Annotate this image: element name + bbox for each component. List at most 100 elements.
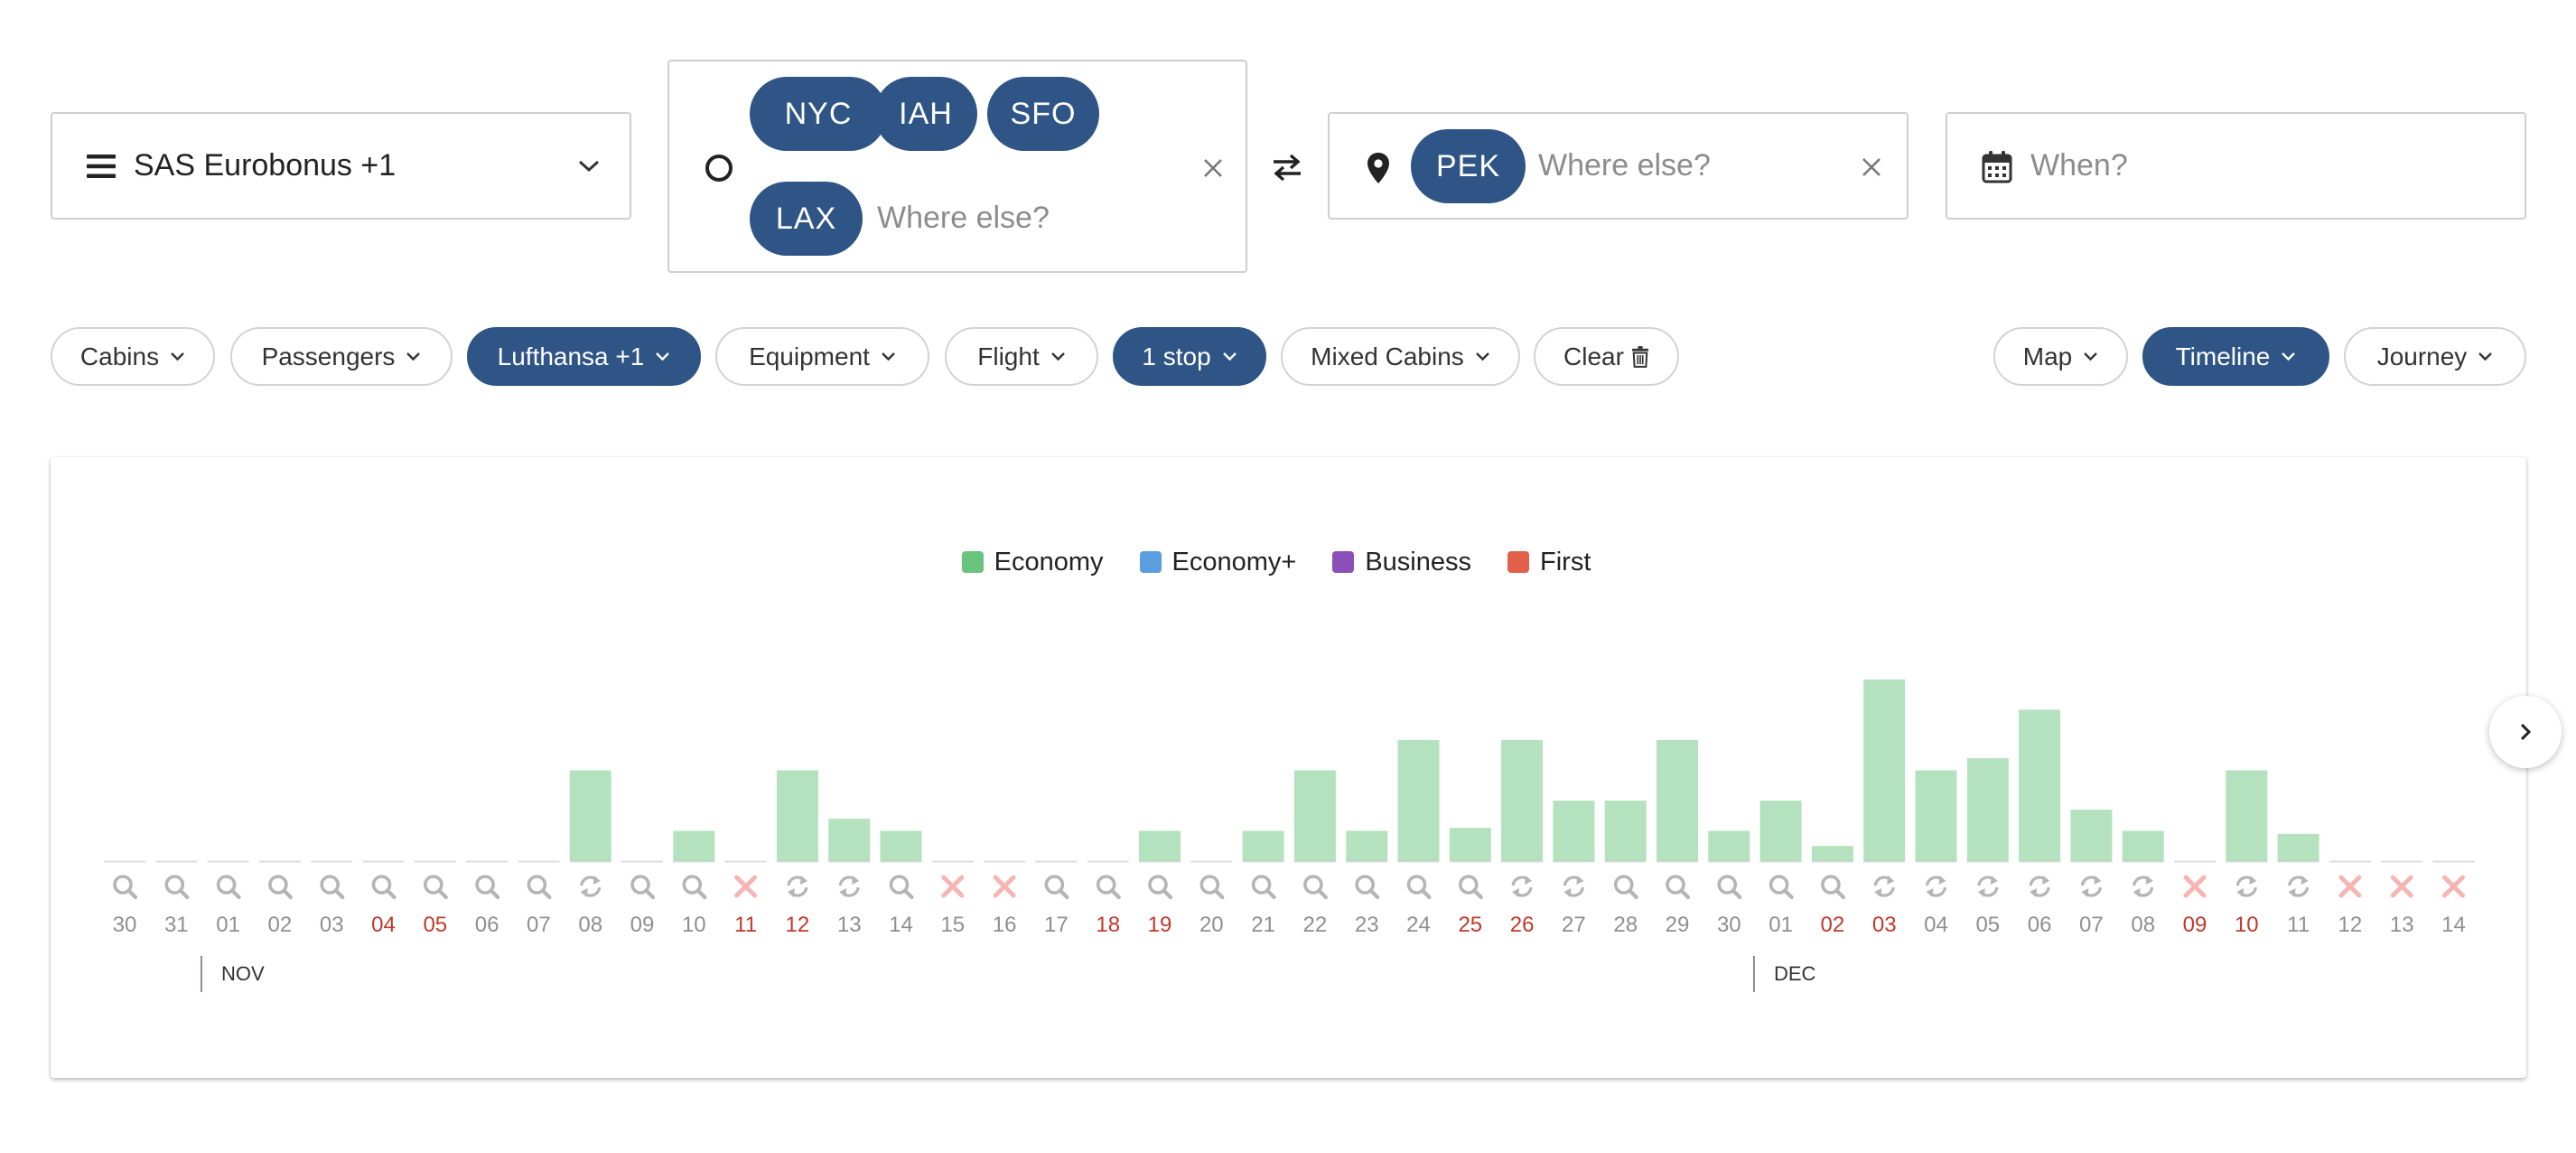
refresh-icon[interactable]	[1511, 876, 1533, 897]
filter-passengers[interactable]: Passengers	[230, 327, 453, 386]
economy-bar[interactable]	[1553, 801, 1595, 861]
economy-bar[interactable]	[828, 819, 871, 861]
clear-destination-icon[interactable]	[1861, 156, 1882, 178]
date-field[interactable]: When?	[1946, 112, 2526, 220]
economy-bar[interactable]	[1863, 680, 1906, 861]
economy-bar[interactable]	[2070, 810, 2113, 861]
unavailable-icon[interactable]	[2183, 875, 2207, 898]
economy-bar[interactable]	[1242, 830, 1284, 862]
economy-bar[interactable]	[673, 830, 715, 862]
view-journey[interactable]: Journey	[2344, 327, 2526, 386]
economy-bar[interactable]	[1811, 846, 1853, 861]
search-icon[interactable]	[216, 875, 241, 900]
origin-input[interactable]: Where else?	[877, 201, 1050, 235]
destination-input[interactable]: Where else?	[1538, 148, 1711, 183]
search-icon[interactable]	[1666, 875, 1691, 900]
economy-bar[interactable]	[880, 830, 922, 862]
unavailable-icon[interactable]	[2390, 875, 2413, 898]
destination-field[interactable]: PEK Where else?	[1328, 112, 1909, 220]
economy-bar[interactable]	[776, 770, 818, 862]
destination-airport-chip[interactable]: PEK	[1411, 129, 1526, 203]
search-icon[interactable]	[164, 875, 190, 900]
filter-mixed-cabins[interactable]: Mixed Cabins	[1281, 327, 1520, 386]
search-icon[interactable]	[268, 875, 293, 900]
next-page-button[interactable]	[2489, 696, 2562, 768]
search-icon[interactable]	[630, 875, 656, 900]
economy-bar[interactable]	[2277, 833, 2319, 861]
origin-airport-chip[interactable]: SFO	[987, 77, 1099, 151]
search-icon[interactable]	[1821, 875, 1846, 900]
unavailable-icon[interactable]	[941, 875, 965, 898]
economy-bar[interactable]	[1604, 801, 1647, 861]
legend-business[interactable]: Business	[1332, 548, 1471, 577]
swap-icon[interactable]	[1272, 152, 1302, 183]
refresh-icon[interactable]	[1563, 876, 1584, 897]
unavailable-icon[interactable]	[2442, 875, 2465, 898]
search-icon[interactable]	[1459, 875, 1483, 900]
search-icon[interactable]	[475, 875, 500, 900]
clear-filters-button[interactable]: Clear	[1534, 327, 1679, 386]
refresh-icon[interactable]	[2288, 876, 2310, 897]
legend-first[interactable]: First	[1507, 548, 1591, 577]
origin-airport-chip[interactable]: IAH	[874, 77, 977, 151]
filter-stops[interactable]: 1 stop	[1113, 327, 1266, 386]
search-icon[interactable]	[1355, 875, 1380, 900]
search-icon[interactable]	[1096, 875, 1121, 900]
economy-bar[interactable]	[1915, 770, 1957, 862]
unavailable-icon[interactable]	[734, 875, 758, 898]
search-icon[interactable]	[423, 875, 448, 900]
search-icon[interactable]	[1148, 875, 1173, 900]
economy-bar[interactable]	[1449, 828, 1491, 861]
search-icon[interactable]	[1717, 875, 1742, 900]
unavailable-icon[interactable]	[993, 875, 1016, 898]
search-icon[interactable]	[113, 875, 138, 900]
search-icon[interactable]	[1199, 875, 1225, 900]
search-icon[interactable]	[527, 875, 552, 900]
refresh-icon[interactable]	[838, 876, 860, 897]
economy-bar[interactable]	[1708, 830, 1750, 862]
economy-bar[interactable]	[1966, 758, 2009, 861]
unavailable-icon[interactable]	[2338, 875, 2362, 898]
economy-bar[interactable]	[569, 770, 611, 862]
search-icon[interactable]	[682, 875, 707, 900]
economy-bar[interactable]	[1759, 801, 1802, 861]
search-icon[interactable]	[1406, 875, 1432, 900]
search-icon[interactable]	[1044, 875, 1069, 900]
search-icon[interactable]	[320, 875, 345, 900]
view-map[interactable]: Map	[1993, 327, 2128, 386]
economy-bar[interactable]	[1501, 740, 1544, 861]
refresh-icon[interactable]	[2080, 876, 2102, 897]
search-icon[interactable]	[1251, 875, 1276, 900]
program-select[interactable]: SAS Eurobonus +1	[51, 112, 631, 220]
origin-airport-chip[interactable]: NYC	[750, 77, 887, 151]
origin-field[interactable]: NYC IAH SFO LAX Where else?	[667, 60, 1247, 273]
economy-bar[interactable]	[2122, 830, 2164, 862]
legend-economy-plus[interactable]: Economy+	[1139, 548, 1296, 577]
filter-flight[interactable]: Flight	[945, 327, 1098, 386]
filter-cabins[interactable]: Cabins	[51, 327, 215, 386]
search-icon[interactable]	[1613, 875, 1638, 900]
refresh-icon[interactable]	[2133, 876, 2154, 897]
date-input[interactable]: When?	[2030, 148, 2128, 183]
refresh-icon[interactable]	[2235, 876, 2257, 897]
refresh-icon[interactable]	[2029, 876, 2050, 897]
clear-origin-icon[interactable]	[1202, 157, 1224, 179]
refresh-icon[interactable]	[1977, 876, 1999, 897]
economy-bar[interactable]	[1346, 830, 1388, 862]
origin-airport-chip[interactable]: LAX	[750, 182, 863, 256]
refresh-icon[interactable]	[1925, 876, 1947, 897]
refresh-icon[interactable]	[787, 876, 808, 897]
economy-bar[interactable]	[1139, 830, 1181, 862]
view-timeline[interactable]: Timeline	[2142, 327, 2329, 386]
search-icon[interactable]	[1303, 875, 1329, 900]
search-icon[interactable]	[1769, 875, 1794, 900]
legend-economy[interactable]: Economy	[961, 548, 1104, 577]
filter-equipment[interactable]: Equipment	[715, 327, 929, 386]
refresh-icon[interactable]	[580, 876, 602, 897]
economy-bar[interactable]	[2226, 770, 2268, 862]
economy-bar[interactable]	[1657, 740, 1698, 861]
refresh-icon[interactable]	[1873, 876, 1895, 897]
search-icon[interactable]	[889, 875, 914, 900]
filter-airlines[interactable]: Lufthansa +1	[467, 327, 701, 386]
economy-bar[interactable]	[1293, 770, 1336, 862]
